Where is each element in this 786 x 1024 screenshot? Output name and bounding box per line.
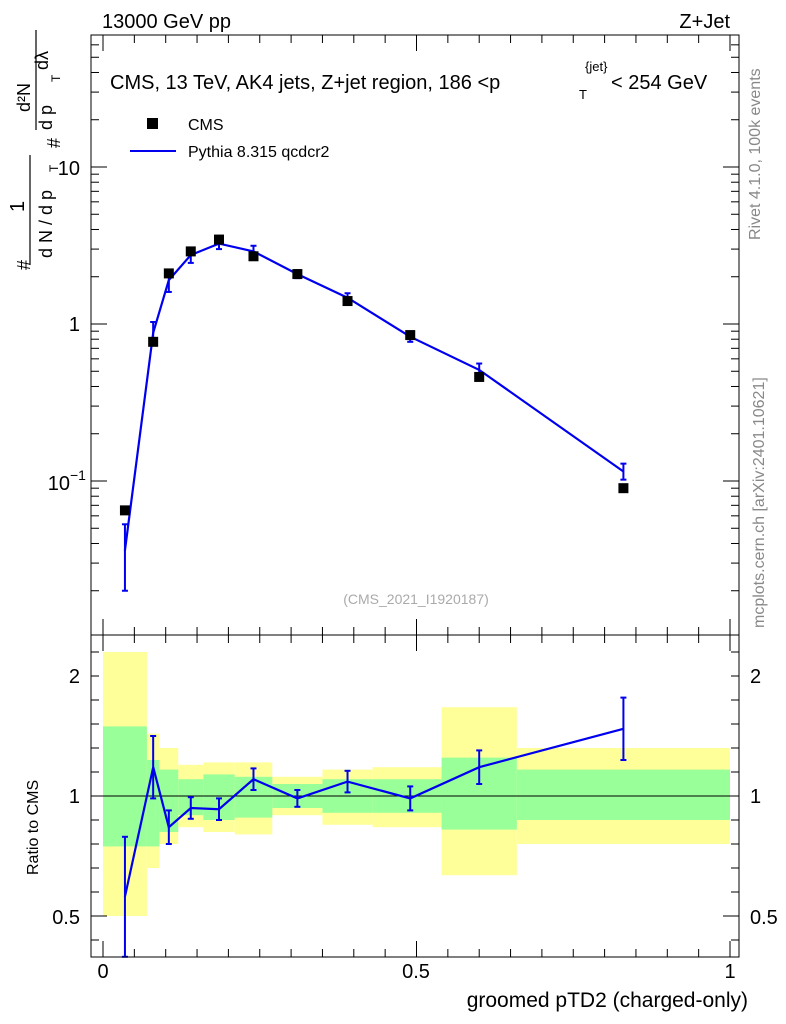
header-energy-label: 13000 GeV pp bbox=[102, 11, 231, 33]
cms-data-point bbox=[119, 505, 130, 516]
ytick-label-10: 10 bbox=[58, 158, 80, 180]
ratio-ytick-label-1-right: 1 bbox=[750, 786, 761, 808]
ylabel-one: 1 bbox=[7, 201, 29, 212]
mcplots-reference-label: mcplots.cern.ch [arXiv:2401.10621] bbox=[751, 377, 768, 628]
xtick-label-0.5: 0.5 bbox=[402, 961, 430, 983]
analysis-watermark: (CMS_2021_I1920187) bbox=[343, 591, 489, 607]
rivet-version-label: Rivet 4.1.0, 100k events bbox=[747, 68, 764, 240]
ytick-label-0.1-exponent: −1 bbox=[70, 467, 86, 483]
legend-pythia-label: Pythia 8.315 qcdcr2 bbox=[188, 144, 330, 161]
ylabel-denominator: d N / d p bbox=[36, 190, 56, 258]
ratio-ytick-label-0.5: 0.5 bbox=[52, 907, 80, 929]
ratio-ytick-label-2-right: 2 bbox=[750, 666, 761, 688]
pythia-line bbox=[123, 242, 625, 551]
plot-title: CMS, 13 TeV, AK4 jets, Z+jet region, 186… bbox=[110, 72, 500, 94]
ratio-plot-panel: 2 1 0.5 2 1 0.5 Ratio to CMS 0 0.5 1 gro… bbox=[25, 634, 778, 1012]
ylabel-dpt: d p bbox=[36, 105, 56, 130]
main-ylabel: # 1 d N / d p T # d²N d p T dλ bbox=[7, 30, 64, 270]
legend-cms-marker bbox=[147, 118, 158, 129]
cms-data-point bbox=[405, 330, 416, 341]
ratio-band-inner bbox=[159, 769, 179, 832]
ylabel-dlambda: dλ bbox=[32, 51, 52, 70]
legend-cms-label: CMS bbox=[188, 117, 224, 134]
ylabel-dpt-sub: T bbox=[49, 74, 63, 82]
ylabel-denominator-sub: T bbox=[47, 164, 61, 172]
cms-data-point bbox=[163, 268, 174, 279]
ratio-ytick-label-2: 2 bbox=[69, 666, 80, 688]
cms-data-point bbox=[248, 251, 259, 262]
ratio-ytick-label-1: 1 bbox=[69, 786, 80, 808]
ratio-band-inner bbox=[516, 769, 730, 820]
ratio-ytick-label-0.5-right: 0.5 bbox=[750, 907, 778, 929]
ytick-label-1: 1 bbox=[69, 314, 80, 336]
x-axis-label: groomed pTD2 (charged-only) bbox=[467, 989, 748, 1012]
cms-data-point bbox=[618, 483, 629, 494]
plot-title-tail: < 254 GeV bbox=[611, 72, 708, 94]
cms-data-point bbox=[474, 371, 485, 382]
ytick-label-0.1: 10 bbox=[48, 473, 70, 495]
xtick-label-0: 0 bbox=[97, 961, 108, 983]
xtick-label-1: 1 bbox=[724, 961, 735, 983]
cms-data-point bbox=[185, 246, 196, 257]
ratio-ylabel: Ratio to CMS bbox=[25, 780, 42, 875]
ylabel-d2n: d²N bbox=[14, 83, 34, 112]
cms-data-point bbox=[213, 234, 224, 245]
plot-title-superscript: {jet} bbox=[585, 59, 608, 74]
header-process-label: Z+Jet bbox=[679, 11, 730, 33]
plot-title-subscript: T bbox=[579, 87, 587, 102]
ylabel-hash-2: # bbox=[44, 138, 64, 148]
main-plot-panel: 10 1 10 −1 CMS, 13 TeV, AK4 jets, Z+jet … bbox=[7, 30, 740, 636]
cms-data-point bbox=[342, 296, 353, 307]
cms-data-point bbox=[148, 336, 159, 347]
ylabel-hash-1: # bbox=[14, 260, 34, 270]
cms-data-point bbox=[292, 269, 303, 280]
